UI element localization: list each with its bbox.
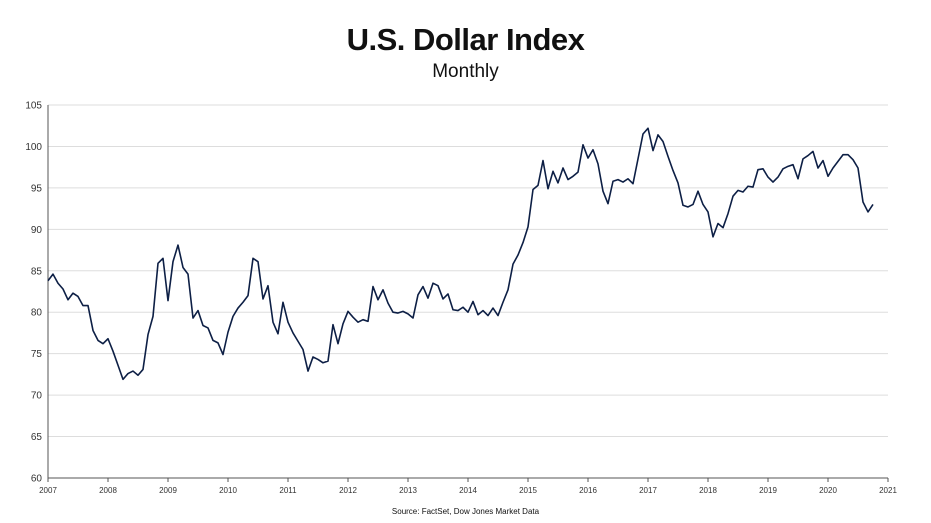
gridlines [48,104,888,438]
x-tick-label: 2009 [159,486,177,495]
y-tick-label: 100 [25,142,42,153]
y-tick-label: 95 [31,183,43,194]
y-tick-label: 75 [31,349,43,360]
x-tick-label: 2012 [339,486,357,495]
y-tick-label: 70 [31,391,43,402]
plot-area [47,127,874,381]
x-tick-label: 2017 [639,486,657,495]
y-tick-label: 85 [31,266,43,277]
x-tick-label: 2013 [399,486,417,495]
x-axis: 2007 2008 2009 2010 2011 2012 2013 2014 2015 2016… [39,477,897,495]
x-tick-label: 2020 [819,486,837,495]
y-tick-label: 90 [31,225,43,236]
x-tick-label: 2015 [519,486,537,495]
chart-subtitle: Monthly [432,61,499,82]
x-tick-label: 2018 [699,486,717,495]
y-tick-label: 80 [31,308,43,319]
y-tick-label: 105 [25,101,42,112]
x-tick-label: 2014 [459,486,477,495]
source-note: Source: FactSet, Dow Jones Market Data [391,507,540,516]
y-tick-label: 65 [31,432,43,443]
x-tick-label: 2011 [279,486,297,495]
x-tick-label: 2007 [39,486,57,495]
y-tick-label: 60 [31,474,43,485]
x-tick-label: 2008 [99,486,117,495]
x-tick-label: 2016 [579,486,597,495]
x-tick-label: 2021 [879,486,897,495]
y-axis: 60 65 70 75 80 85 90 95 100 105 [25,101,49,485]
x-tick-label: 2010 [219,486,237,495]
series-line [47,127,874,381]
chart-title: U.S. Dollar Index [346,22,585,57]
x-tick-label: 2019 [759,486,777,495]
